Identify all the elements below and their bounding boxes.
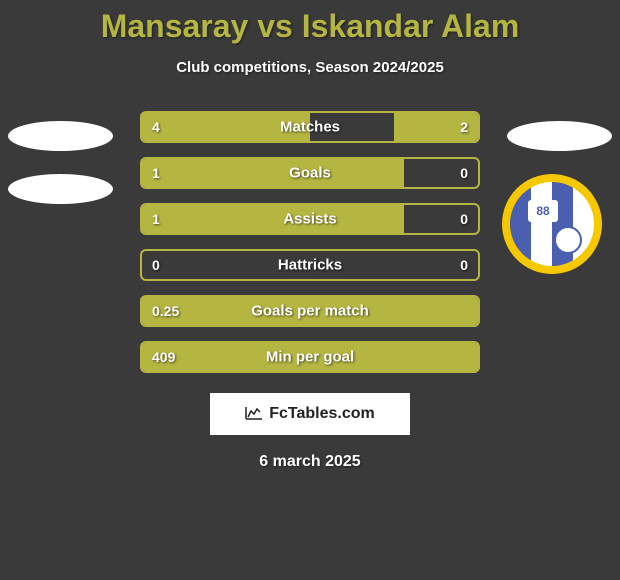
stat-row: 0 Hattricks 0 [140, 249, 480, 281]
stat-row: 4 Matches 2 [140, 111, 480, 143]
stat-label: Assists [283, 211, 336, 228]
stat-label: Goals per match [251, 303, 369, 320]
stats-container: 88 4Matches21Goals01Assists00Hattricks00… [0, 111, 620, 373]
date-label: 6 march 2025 [0, 453, 620, 471]
player-left-placeholder-2 [8, 174, 113, 204]
stat-label: Hattricks [278, 257, 342, 274]
club-badge: 88 [502, 174, 602, 274]
stat-value-right: 0 [460, 165, 468, 181]
stat-value-right: 2 [460, 119, 468, 135]
player-left-placeholder-1 [8, 121, 113, 151]
stat-label: Min per goal [266, 349, 354, 366]
stat-row: 0.25 Goals per match [140, 295, 480, 327]
stat-bar-left [142, 205, 404, 233]
stat-value-left: 409 [152, 349, 175, 365]
stat-value-left: 4 [152, 119, 160, 135]
stat-value-left: 1 [152, 165, 160, 181]
stat-value-left: 0 [152, 257, 160, 273]
stat-value-right: 0 [460, 211, 468, 227]
page-title: Mansaray vs Iskandar Alam [0, 0, 620, 45]
stat-label: Matches [280, 119, 340, 136]
stat-value-right: 0 [460, 257, 468, 273]
stat-value-left: 0.25 [152, 303, 179, 319]
stat-row: 1 Assists 0 [140, 203, 480, 235]
club-badge-number: 88 [528, 200, 558, 222]
watermark-chart-icon [245, 406, 263, 423]
stat-row: 409 Min per goal [140, 341, 480, 373]
stat-value-left: 1 [152, 211, 160, 227]
subtitle: Club competitions, Season 2024/2025 [0, 59, 620, 76]
stat-row: 1 Goals 0 [140, 157, 480, 189]
stat-bar-left [142, 159, 404, 187]
watermark-text: FcTables.com [269, 405, 375, 423]
watermark: FcTables.com [210, 393, 410, 435]
player-right-placeholder-1 [507, 121, 612, 151]
stat-label: Goals [289, 165, 331, 182]
club-badge-ball-icon [554, 226, 582, 254]
club-badge-inner: 88 [510, 182, 594, 266]
